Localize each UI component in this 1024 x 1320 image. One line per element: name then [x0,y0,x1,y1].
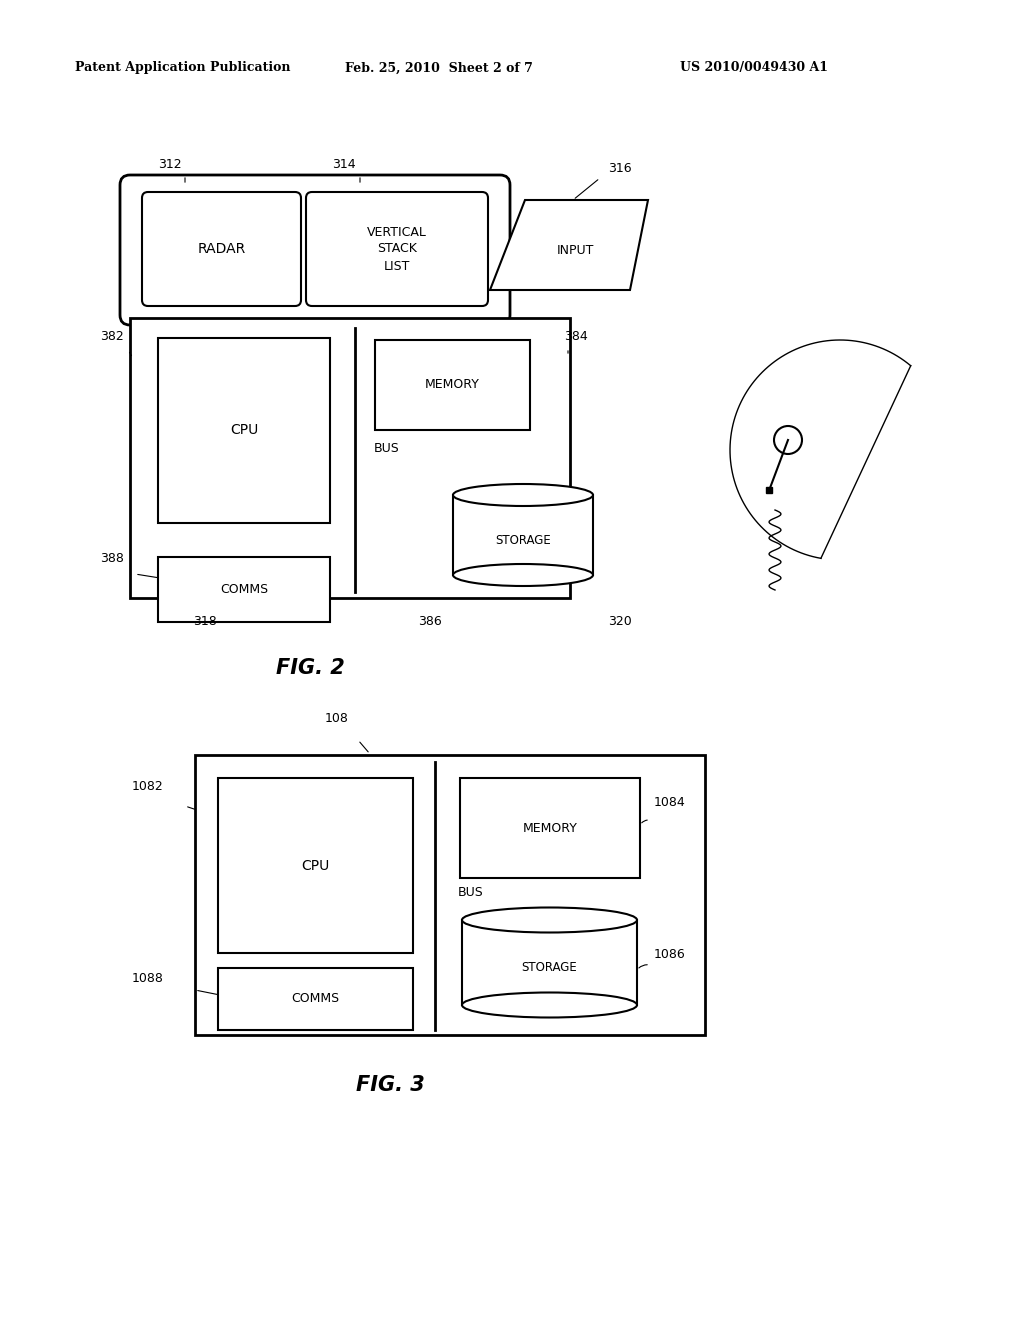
Text: RADAR: RADAR [198,242,246,256]
Bar [158,557,330,622]
Text: US 2010/0049430 A1: US 2010/0049430 A1 [680,62,828,74]
FancyBboxPatch shape [142,191,301,306]
Text: 312: 312 [158,158,181,172]
FancyBboxPatch shape [120,176,510,325]
Bar [462,920,637,1005]
Text: STORAGE: STORAGE [496,533,551,546]
Bar [158,338,330,523]
Polygon shape [490,201,648,290]
Text: MEMORY: MEMORY [425,379,480,392]
Text: 388: 388 [100,552,124,565]
Text: BUS: BUS [374,441,399,454]
Text: FIG. 3: FIG. 3 [355,1074,424,1096]
Bar [130,318,570,598]
Text: CPU: CPU [229,424,258,437]
Text: MEMORY: MEMORY [522,821,578,834]
Text: BUS: BUS [458,887,483,899]
Text: VERTICAL
STACK
LIST: VERTICAL STACK LIST [367,226,427,272]
Text: COMMS: COMMS [292,993,340,1006]
Text: 316: 316 [608,162,632,176]
Text: 1084: 1084 [654,796,686,809]
Bar [460,777,640,878]
Text: 108: 108 [325,711,349,725]
Text: INPUT: INPUT [556,243,594,256]
Ellipse shape [453,484,593,506]
Text: COMMS: COMMS [220,583,268,597]
Text: FIG. 2: FIG. 2 [275,657,344,678]
Text: 318: 318 [194,615,217,628]
Text: 1082: 1082 [132,780,164,793]
Ellipse shape [453,564,593,586]
Circle shape [774,426,802,454]
Text: 314: 314 [332,158,355,172]
Text: Feb. 25, 2010  Sheet 2 of 7: Feb. 25, 2010 Sheet 2 of 7 [345,62,532,74]
Text: 382: 382 [100,330,124,343]
Bar [218,777,413,953]
FancyBboxPatch shape [306,191,488,306]
Ellipse shape [462,908,637,932]
Ellipse shape [462,993,637,1018]
Text: CPU: CPU [301,858,330,873]
Bar [218,968,413,1030]
Text: 386: 386 [418,615,442,628]
Text: 1088: 1088 [132,972,164,985]
Bar [195,755,705,1035]
Text: STORAGE: STORAGE [521,961,578,974]
Bar [375,341,530,430]
Text: Patent Application Publication: Patent Application Publication [75,62,291,74]
Text: 384: 384 [564,330,588,343]
Text: 320: 320 [608,615,632,628]
Bar [453,495,593,576]
Text: 1086: 1086 [654,948,686,961]
